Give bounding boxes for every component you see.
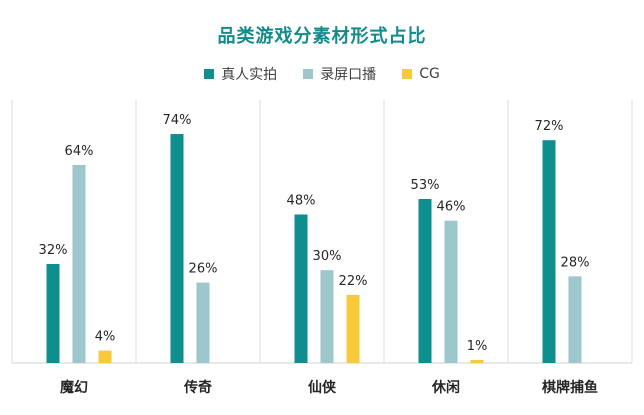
data-label-棋牌捕鱼-录屏口播: 28% bbox=[561, 255, 590, 270]
chart-legend: 真人实拍 录屏口播 CG bbox=[0, 64, 644, 84]
data-label-魔幻-真人实拍: 32% bbox=[39, 243, 68, 258]
legend-label-series-1: 真人实拍 bbox=[221, 67, 278, 83]
bar-魔幻-录屏口播 bbox=[72, 164, 86, 363]
bar-休闲-真人实拍 bbox=[418, 199, 432, 363]
x-tick-label: 棋牌捕鱼 bbox=[542, 379, 598, 396]
bar-棋牌捕鱼-真人实拍 bbox=[542, 140, 556, 363]
bar-魔幻-真人实拍 bbox=[46, 263, 60, 363]
bar-休闲-CG bbox=[470, 359, 484, 363]
data-label-仙侠-真人实拍: 48% bbox=[287, 193, 316, 208]
data-label-仙侠-录屏口播: 30% bbox=[313, 249, 342, 264]
bar-棋牌捕鱼-录屏口播 bbox=[568, 276, 582, 363]
bar-仙侠-CG bbox=[346, 294, 360, 363]
bar-休闲-录屏口播 bbox=[444, 220, 458, 363]
legend-item-series-1: 真人实拍 bbox=[204, 64, 277, 84]
bar-传奇-录屏口播 bbox=[196, 282, 210, 363]
chart-title: 品类游戏分素材形式占比 bbox=[217, 26, 427, 47]
bar-仙侠-录屏口播 bbox=[320, 270, 334, 363]
legend-label-series-2: 录屏口播 bbox=[320, 67, 377, 83]
data-label-休闲-CG: 1% bbox=[467, 339, 488, 354]
data-label-传奇-录屏口播: 26% bbox=[189, 262, 218, 277]
data-label-棋牌捕鱼-真人实拍: 72% bbox=[535, 119, 564, 134]
x-tick-label: 魔幻 bbox=[60, 379, 88, 396]
legend-swatch-series-1 bbox=[204, 69, 215, 79]
x-tick-label: 仙侠 bbox=[308, 379, 337, 396]
legend-swatch-series-3 bbox=[402, 69, 413, 79]
bar-仙侠-真人实拍 bbox=[294, 214, 308, 363]
data-label-魔幻-CG: 4% bbox=[95, 330, 116, 345]
legend-swatch-series-2 bbox=[303, 69, 314, 79]
x-tick-label: 传奇 bbox=[183, 379, 212, 396]
bar-传奇-真人实拍 bbox=[170, 134, 184, 363]
data-label-休闲-录屏口播: 46% bbox=[437, 200, 466, 215]
bar-魔幻-CG bbox=[98, 350, 112, 363]
data-label-仙侠-CG: 22% bbox=[339, 274, 368, 289]
data-label-休闲-真人实拍: 53% bbox=[411, 178, 440, 193]
x-tick-label: 休闲 bbox=[431, 379, 460, 396]
legend-item-series-2: 录屏口播 bbox=[303, 64, 376, 84]
legend-label-series-3: CG bbox=[419, 66, 440, 82]
legend-item-series-3: CG bbox=[402, 64, 440, 84]
data-label-魔幻-录屏口播: 64% bbox=[65, 144, 94, 159]
data-label-传奇-真人实拍: 74% bbox=[163, 113, 192, 128]
